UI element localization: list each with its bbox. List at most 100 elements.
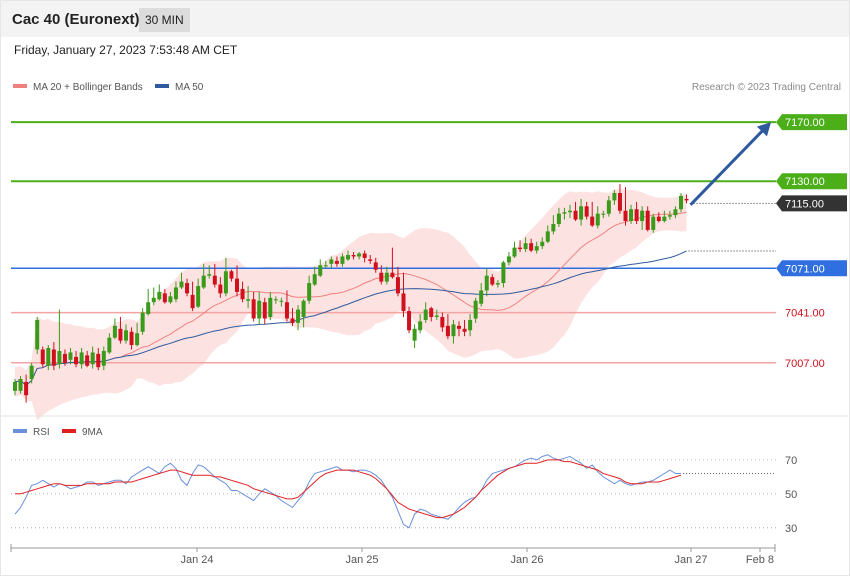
candle [334,256,339,267]
candle [101,346,106,371]
candle [634,201,639,224]
candle [118,317,123,344]
rsi-panel: 70 50 30 [11,454,797,535]
x-tick-label: Feb 8 [746,554,774,566]
rsi-tick-70: 70 [785,455,797,467]
candle [268,291,273,320]
candle [440,312,445,332]
candle [168,291,173,304]
candle [490,274,495,286]
price-legend: MA 20 + Bollinger Bands MA 50 [13,82,204,93]
rsi-tick-30: 30 [785,523,797,535]
candle [207,265,212,279]
rsi-tick-50: 50 [785,489,797,501]
rsi-legend: RSI 9MA [13,427,103,438]
candle [68,348,73,365]
candle [407,306,412,334]
candle [235,265,239,297]
candle [484,268,489,297]
candle [523,237,528,253]
level-tag-7130.00 [776,173,847,190]
candle [312,266,317,286]
legend-ma50: MA 50 [175,82,204,93]
research-credit: Research © 2023 Trading Central [692,82,841,93]
candle [506,252,511,266]
candle [395,266,400,297]
candle [679,193,683,213]
legend-ma20: MA 20 + Bollinger Bands [33,82,143,93]
candle [651,213,656,233]
candle [429,306,434,322]
candle [423,302,428,323]
candle [57,309,62,369]
price-levels [11,121,776,364]
legend-swatch-rsi [13,429,27,433]
candle [629,204,634,224]
candle [617,184,622,214]
candle [662,210,667,223]
forecast-arrow-head [756,122,771,137]
candle [401,272,406,317]
candle [556,207,561,227]
candle [518,240,523,253]
level-label-7115.00: 7115.00 [785,198,824,210]
timeframe-badge[interactable]: 30 MIN [139,8,190,32]
chart-header: Cac 40 (Euronext) 30 MIN [1,1,849,37]
candle [290,308,295,326]
candle [656,212,661,223]
candle [673,206,678,219]
candle [479,283,484,307]
candle [445,314,450,340]
candle [667,210,672,220]
legend-swatch-9ma [62,429,76,433]
candle [229,269,234,282]
candle [162,288,167,304]
candle [96,348,101,371]
candles [13,184,689,403]
candle [340,253,345,267]
level-label-7170.00: 7170.00 [785,117,825,129]
candle [218,277,223,298]
candle [24,374,29,403]
candle [223,257,228,297]
candle [62,349,67,366]
candle [373,257,378,273]
candle [384,266,389,285]
candle [584,201,589,220]
rsi-9ma-line [15,459,682,519]
x-tick-label: Jan 25 [345,554,378,566]
candle [90,346,95,369]
candle [279,297,284,307]
candle [529,238,534,253]
candle [185,278,190,297]
candle [501,260,506,288]
candle [157,284,162,301]
candle [240,281,245,303]
candle [318,259,323,278]
candle [190,281,195,312]
candle [457,321,461,337]
candle [79,348,84,369]
bollinger-band [15,189,687,421]
candle [51,342,56,371]
candle [107,333,112,354]
candle [468,314,473,337]
candle [568,204,572,219]
candle [379,265,384,285]
candle [357,252,362,260]
candle [684,194,689,204]
candle [273,296,278,304]
candle [307,275,312,304]
bollinger-band-area [15,189,687,421]
candle [146,288,151,316]
candle [257,291,262,325]
candle [434,309,439,320]
candle [85,350,90,368]
candle [540,237,545,250]
candle [329,256,334,269]
candle [13,379,17,396]
chart-title: Cac 40 (Euronext) [12,11,140,28]
candle [512,241,517,258]
forecast-arrow-shaft [689,127,767,206]
